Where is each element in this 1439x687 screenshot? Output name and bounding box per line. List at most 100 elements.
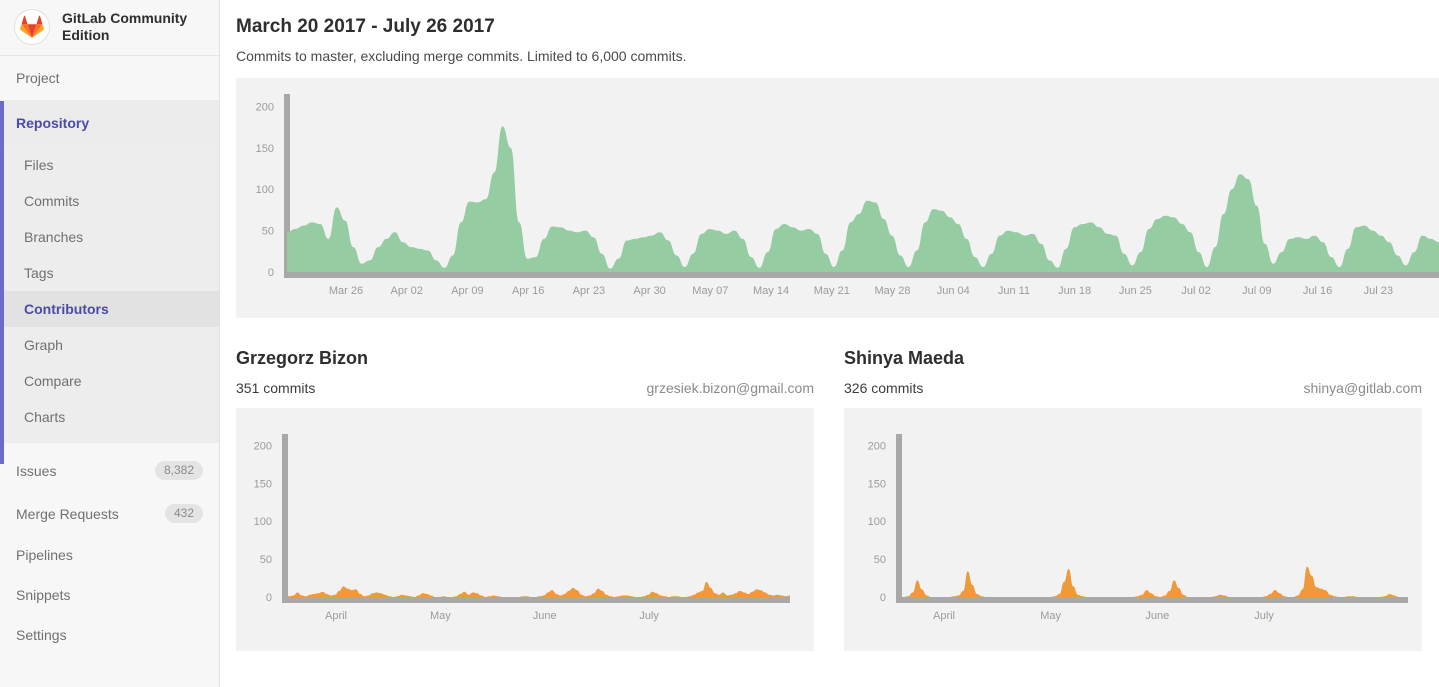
- sidebar-item-settings[interactable]: Settings: [0, 615, 219, 655]
- svg-text:0: 0: [268, 267, 274, 279]
- svg-text:Apr 23: Apr 23: [573, 285, 605, 297]
- sidebar-item-charts-label: Charts: [24, 409, 66, 425]
- gitlab-tanuki-icon: [20, 15, 44, 38]
- svg-text:July: July: [639, 610, 659, 622]
- svg-text:Jul 16: Jul 16: [1303, 285, 1332, 297]
- svg-text:0: 0: [266, 592, 272, 604]
- sidebar-item-commits-label: Commits: [24, 193, 80, 209]
- contributor-card: Grzegorz Bizon 351 commits grzesiek.bizo…: [236, 348, 814, 651]
- contributor-email: grzesiek.bizon@gmail.com: [646, 380, 815, 396]
- sidebar-group-repository-label: Repository: [16, 115, 90, 131]
- svg-text:200: 200: [254, 440, 272, 452]
- svg-text:Apr 02: Apr 02: [391, 285, 423, 297]
- svg-text:May: May: [430, 610, 451, 622]
- svg-text:100: 100: [254, 516, 272, 528]
- svg-text:50: 50: [260, 554, 272, 566]
- sidebar-item-snippets-label: Snippets: [16, 587, 71, 603]
- project-name: GitLab Community Edition: [62, 9, 188, 43]
- sidebar-group-repository[interactable]: Repository: [0, 101, 219, 145]
- sidebar-item-contributors[interactable]: Contributors: [0, 291, 219, 327]
- contributor-commit-count: 351 commits: [236, 380, 316, 396]
- sidebar-item-merge-requests[interactable]: Merge Requests 432: [0, 492, 219, 535]
- main-content: March 20 2017 - July 26 2017 Commits to …: [220, 0, 1439, 687]
- sidebar-item-pipelines[interactable]: Pipelines: [0, 535, 219, 575]
- svg-text:May 28: May 28: [874, 285, 910, 297]
- svg-text:50: 50: [874, 554, 886, 566]
- avatar: [14, 8, 50, 45]
- sidebar-active-rail: [0, 108, 4, 464]
- svg-text:April: April: [933, 610, 955, 622]
- contributor-commits-chart-svg: 0 50 100 150 200 April May June July: [254, 434, 790, 622]
- contributor-meta: 326 commits shinya@gitlab.com: [844, 380, 1422, 396]
- svg-text:150: 150: [254, 478, 272, 490]
- svg-text:50: 50: [262, 226, 274, 238]
- svg-text:May: May: [1040, 610, 1061, 622]
- svg-text:May 14: May 14: [753, 285, 789, 297]
- contributor-meta: 351 commits grzesiek.bizon@gmail.com: [236, 380, 814, 396]
- svg-text:Apr 30: Apr 30: [633, 285, 665, 297]
- contributor-commits-chart-svg: 0 50 100 150 200 April May June July: [868, 434, 1408, 622]
- page-subtitle: Commits to master, excluding merge commi…: [236, 48, 687, 64]
- contributor-commits-chart[interactable]: 0 50 100 150 200 April May June July: [236, 408, 814, 651]
- svg-text:May 21: May 21: [814, 285, 850, 297]
- sidebar-item-project-label: Project: [16, 70, 60, 86]
- svg-text:Jul 02: Jul 02: [1181, 285, 1210, 297]
- sidebar-item-issues[interactable]: Issues 8,382: [0, 449, 219, 492]
- svg-text:June: June: [1145, 610, 1169, 622]
- svg-text:Jul 09: Jul 09: [1242, 285, 1271, 297]
- contributor-email: shinya@gitlab.com: [1303, 380, 1423, 396]
- sidebar-item-files[interactable]: Files: [0, 147, 219, 183]
- sidebar: GitLab Community Edition Project Reposit…: [0, 0, 220, 687]
- sidebar-item-commits[interactable]: Commits: [0, 183, 219, 219]
- svg-text:May 07: May 07: [692, 285, 728, 297]
- sidebar-item-issues-label: Issues: [16, 462, 57, 479]
- contributor-card: Shinya Maeda 326 commits shinya@gitlab.c…: [844, 348, 1422, 651]
- sidebar-project-header[interactable]: GitLab Community Edition: [0, 0, 219, 56]
- sidebar-item-tags[interactable]: Tags: [0, 255, 219, 291]
- sidebar-item-compare[interactable]: Compare: [0, 363, 219, 399]
- sidebar-item-project[interactable]: Project: [0, 56, 219, 101]
- svg-text:100: 100: [256, 184, 274, 196]
- sidebar-item-branches[interactable]: Branches: [0, 219, 219, 255]
- svg-text:150: 150: [256, 143, 274, 155]
- sidebar-item-tags-label: Tags: [24, 265, 54, 281]
- sidebar-item-settings-label: Settings: [16, 627, 67, 643]
- svg-text:June: June: [533, 610, 557, 622]
- svg-text:July: July: [1254, 610, 1274, 622]
- merge-requests-count-badge: 432: [164, 504, 203, 523]
- sidebar-item-charts[interactable]: Charts: [0, 399, 219, 435]
- svg-text:150: 150: [868, 478, 886, 490]
- svg-text:Apr 16: Apr 16: [512, 285, 544, 297]
- sidebar-item-pipelines-label: Pipelines: [16, 547, 73, 563]
- overall-commits-chart[interactable]: 0 50 100 150 200 Mar 26 Apr 02 Apr 09 Apr 16 Apr …: [236, 78, 1439, 318]
- contributor-name[interactable]: Shinya Maeda: [844, 348, 965, 368]
- sidebar-item-merge-requests-label: Merge Requests: [16, 505, 119, 522]
- svg-text:Jun 04: Jun 04: [937, 285, 970, 297]
- sidebar-item-compare-label: Compare: [24, 373, 82, 389]
- sidebar-item-graph-label: Graph: [24, 337, 63, 353]
- sidebar-item-graph[interactable]: Graph: [0, 327, 219, 363]
- contributor-name[interactable]: Grzegorz Bizon: [236, 348, 369, 368]
- svg-text:Apr 09: Apr 09: [451, 285, 483, 297]
- contributor-commit-count: 326 commits: [844, 380, 924, 396]
- sidebar-item-branches-label: Branches: [24, 229, 84, 245]
- svg-text:100: 100: [868, 516, 886, 528]
- sidebar-item-contributors-label: Contributors: [24, 301, 109, 317]
- svg-text:200: 200: [256, 101, 274, 113]
- page-title: March 20 2017 - July 26 2017: [236, 16, 495, 37]
- svg-text:Mar 26: Mar 26: [329, 285, 363, 297]
- sidebar-bottom-nav: Issues 8,382 Merge Requests 432 Pipeline…: [0, 443, 219, 655]
- svg-text:Jul 23: Jul 23: [1364, 285, 1393, 297]
- contributors-list: Grzegorz Bizon 351 commits grzesiek.bizo…: [236, 348, 1439, 651]
- overall-commits-chart-svg: 0 50 100 150 200 Mar 26 Apr 02 Apr 09 Apr 16 Apr …: [256, 94, 1439, 297]
- svg-text:April: April: [325, 610, 347, 622]
- sidebar-item-files-label: Files: [24, 157, 54, 173]
- svg-text:Jun 25: Jun 25: [1119, 285, 1152, 297]
- svg-text:0: 0: [880, 592, 886, 604]
- contributor-commits-chart[interactable]: 0 50 100 150 200 April May June July: [844, 408, 1422, 651]
- issues-count-badge: 8,382: [154, 461, 203, 480]
- sidebar-item-snippets[interactable]: Snippets: [0, 575, 219, 615]
- sidebar-repository-subnav: Files Commits Branches Tags Contributors…: [0, 145, 219, 443]
- svg-text:Jun 18: Jun 18: [1058, 285, 1091, 297]
